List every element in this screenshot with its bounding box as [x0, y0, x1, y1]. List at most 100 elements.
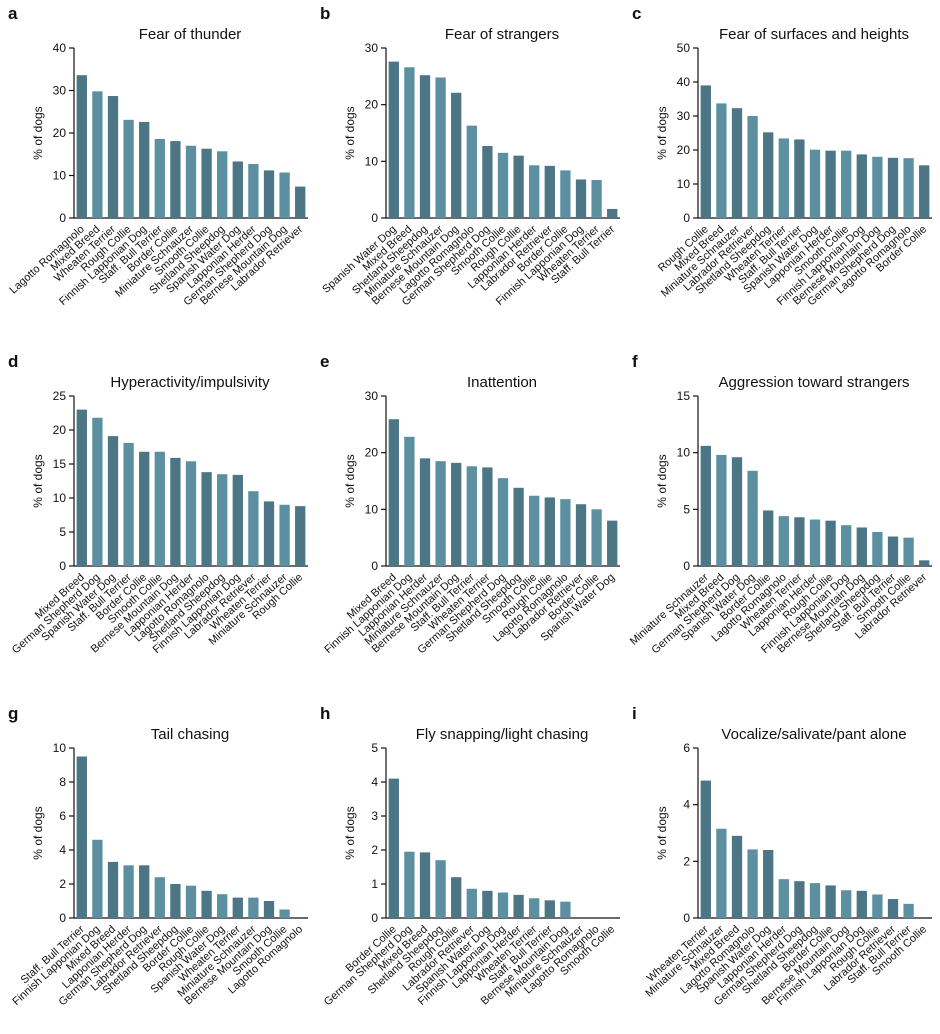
bar [529, 898, 540, 918]
bar [404, 436, 415, 566]
y-axis-label: % of dogs [31, 106, 45, 159]
bar [263, 170, 275, 218]
bar [451, 92, 462, 218]
bar [607, 520, 618, 566]
bar [419, 75, 431, 218]
y-tick-label: 30 [365, 389, 379, 403]
chart-title: Inattention [466, 374, 538, 391]
bar [903, 158, 914, 218]
panel-letter: c [632, 4, 642, 23]
bar [794, 881, 805, 918]
bar [497, 892, 509, 918]
bar [107, 96, 119, 218]
y-axis-label: % of dogs [343, 106, 357, 159]
bar [575, 504, 587, 566]
bar [544, 900, 555, 918]
y-tick-label: 25 [53, 389, 67, 403]
bar [154, 138, 165, 218]
bar [513, 894, 524, 918]
chart-panel-g: g Tail chasing 0 2 4 6 8 10% of dogs Staff. Bull… [8, 704, 316, 1034]
y-tick-label: 30 [53, 84, 67, 98]
chart-title: Fear of surfaces and heights [718, 26, 910, 43]
bar [388, 61, 399, 218]
y-axis-label: % of dogs [343, 454, 357, 507]
bar [388, 778, 399, 918]
bar [575, 179, 587, 218]
panel-letter: d [8, 352, 19, 371]
bar [232, 161, 243, 218]
y-tick-label: 8 [59, 775, 66, 789]
bar [591, 180, 602, 218]
bar [451, 462, 462, 566]
bar [716, 454, 727, 566]
bar [809, 519, 821, 566]
bar [794, 517, 805, 566]
bar [404, 851, 415, 918]
panel-letter: a [8, 4, 18, 23]
bar [716, 103, 727, 218]
y-tick-label: 30 [365, 41, 379, 55]
bar [825, 150, 836, 218]
bar [544, 165, 555, 218]
bar [404, 67, 415, 218]
bar [435, 860, 446, 918]
y-tick-label: 4 [371, 775, 378, 789]
bar [201, 148, 212, 218]
bar [201, 472, 212, 566]
bar [544, 497, 555, 566]
bar [841, 150, 852, 218]
y-tick-label: 20 [53, 423, 67, 437]
bar [435, 77, 446, 218]
y-tick-label: 10 [365, 154, 379, 168]
bar [887, 899, 899, 918]
chart-panel-c: c Fear of surfaces and heights 0 10 20 30 40 50… [632, 4, 940, 334]
bar [139, 451, 150, 566]
y-axis-label: % of dogs [655, 106, 669, 159]
y-tick-label: 0 [59, 211, 66, 225]
y-tick-label: 2 [371, 843, 378, 857]
bar [872, 894, 883, 918]
bar [560, 499, 571, 566]
bar [92, 839, 103, 918]
y-tick-label: 15 [677, 389, 691, 403]
bar [482, 146, 493, 218]
bar [825, 885, 836, 918]
bar [778, 516, 789, 566]
bar [747, 470, 758, 566]
chart-panel-a: a Fear of thunder 0 10 20 30 40% of dogs Lagott… [7, 4, 316, 334]
bar [700, 780, 711, 918]
bar [778, 879, 789, 918]
bar [560, 901, 571, 918]
bar [123, 865, 134, 918]
bar [809, 883, 821, 918]
panel-letter: f [632, 352, 638, 371]
y-tick-label: 4 [59, 843, 66, 857]
y-tick-label: 20 [365, 446, 379, 460]
bar [763, 132, 774, 218]
bar [388, 419, 399, 566]
bar [92, 91, 103, 218]
bar [497, 478, 509, 566]
bar [872, 532, 883, 566]
bar [419, 458, 431, 566]
bar [841, 890, 852, 918]
bar [295, 506, 306, 566]
bar [92, 417, 103, 566]
bar [841, 525, 852, 566]
y-tick-label: 0 [59, 559, 66, 573]
y-tick-label: 6 [683, 741, 690, 755]
bar [185, 461, 197, 566]
chart-panel-e: e Inattention 0 10 20 30% of dogs Mixed Breed F… [320, 352, 628, 682]
bar [763, 850, 774, 918]
y-tick-label: 0 [683, 911, 690, 925]
bar [232, 474, 243, 566]
bar [123, 442, 134, 566]
panel-letter: b [320, 4, 331, 23]
bar [248, 897, 259, 918]
